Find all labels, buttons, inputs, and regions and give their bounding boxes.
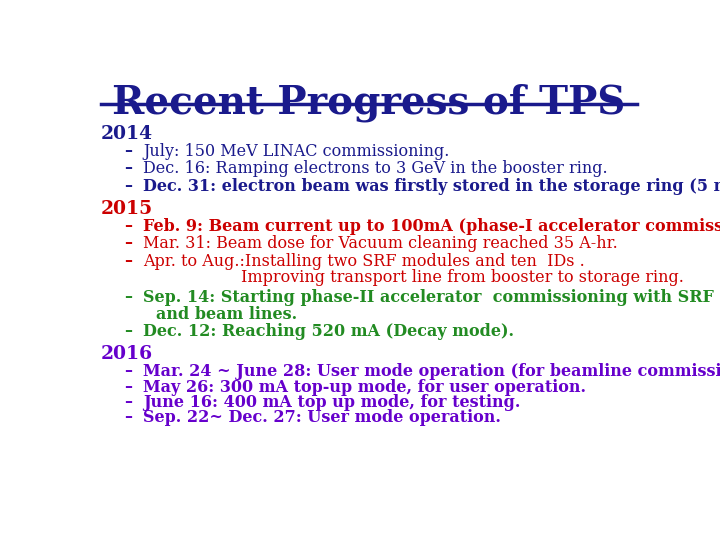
Text: Sep. 14: Starting phase-II accelerator  commissioning with SRF modules, IDs,: Sep. 14: Starting phase-II accelerator c… (143, 289, 720, 306)
Text: –: – (124, 409, 132, 427)
Text: Dec. 16: Ramping electrons to 3 GeV in the booster ring.: Dec. 16: Ramping electrons to 3 GeV in t… (143, 160, 608, 178)
Text: –: – (124, 178, 132, 195)
Text: July: 150 MeV LINAC commissioning.: July: 150 MeV LINAC commissioning. (143, 143, 449, 160)
Text: –: – (124, 379, 132, 396)
Text: –: – (124, 160, 132, 178)
Text: –: – (124, 363, 132, 380)
Text: Recent Progress of TPS: Recent Progress of TPS (112, 84, 626, 122)
Text: –: – (124, 235, 132, 252)
Text: –: – (124, 218, 132, 235)
Text: –: – (124, 394, 132, 411)
Text: –: – (124, 253, 132, 270)
Text: Apr. to Aug.:Installing two SRF modules and ten  IDs .: Apr. to Aug.:Installing two SRF modules … (143, 253, 585, 270)
Text: 2016: 2016 (101, 346, 153, 363)
Text: Mar. 31: Beam dose for Vacuum cleaning reached 35 A-hr.: Mar. 31: Beam dose for Vacuum cleaning r… (143, 235, 618, 252)
Text: Feb. 9: Beam current up to 100mA (phase-I accelerator commissioning).: Feb. 9: Beam current up to 100mA (phase-… (143, 218, 720, 235)
Text: Improving transport line from booster to storage ring.: Improving transport line from booster to… (240, 269, 683, 286)
Text: –: – (124, 143, 132, 160)
Text: Dec. 31: electron beam was firstly stored in the storage ring (5 mA).: Dec. 31: electron beam was firstly store… (143, 178, 720, 195)
Text: 2015: 2015 (101, 200, 153, 218)
Text: Dec. 12: Reaching 520 mA (Decay mode).: Dec. 12: Reaching 520 mA (Decay mode). (143, 323, 514, 340)
Text: –: – (124, 289, 132, 306)
Text: May 26: 300 mA top-up mode, for user operation.: May 26: 300 mA top-up mode, for user ope… (143, 379, 586, 396)
Text: and beam lines.: and beam lines. (156, 306, 297, 323)
Text: June 16: 400 mA top up mode, for testing.: June 16: 400 mA top up mode, for testing… (143, 394, 521, 411)
Text: Sep. 22~ Dec. 27: User mode operation.: Sep. 22~ Dec. 27: User mode operation. (143, 409, 501, 427)
Text: –: – (124, 323, 132, 340)
Text: Mar. 24 ~ June 28: User mode operation (for beamline commissioning).: Mar. 24 ~ June 28: User mode operation (… (143, 363, 720, 380)
Text: 2014: 2014 (101, 125, 153, 143)
